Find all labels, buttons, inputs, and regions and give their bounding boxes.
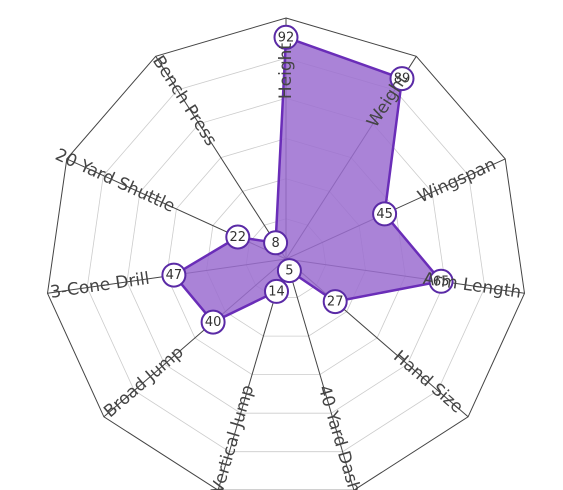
data-point-20-yard-shuttle[interactable] <box>225 224 251 250</box>
value-label-wingspan: 45 <box>376 207 393 222</box>
value-label-arm-length: 65 <box>433 274 450 289</box>
value-label-weight: 89 <box>394 72 411 87</box>
data-point-40-yard-dash[interactable] <box>276 258 302 284</box>
radar-markers: 92 89 45 65 27 514 40 47 22 8 <box>161 24 454 335</box>
axis-label-arm-length: Arm Length <box>422 269 523 303</box>
data-point-broad-jump[interactable] <box>200 309 226 335</box>
grid-ring-3 <box>166 138 406 376</box>
axis-label-3-cone-drill: 3-Cone Drill <box>49 269 151 303</box>
data-point-wingspan[interactable] <box>372 201 398 227</box>
outer-ring <box>46 17 526 490</box>
axis-line-40-yard-dash <box>285 258 355 490</box>
axis-label-broad-jump: Broad Jump <box>100 342 187 422</box>
axis-label-hand-size: Hand Size <box>389 347 466 418</box>
value-label-hand-size: 27 <box>327 295 344 310</box>
value-label-20-yard-shuttle: 22 <box>230 230 247 245</box>
axis-label-40-yard-dash: 40 Yard Dash <box>314 383 365 490</box>
axis-line-bench-press <box>155 56 287 260</box>
value-label-bench-press: 8 <box>271 236 279 251</box>
data-point-3-cone-drill[interactable] <box>161 262 187 288</box>
data-point-weight[interactable] <box>389 66 415 92</box>
data-point-bench-press[interactable] <box>263 230 289 256</box>
value-label-3-cone-drill: 47 <box>166 268 183 283</box>
grid-ring-4 <box>126 97 446 414</box>
data-point-vertical-jump[interactable] <box>264 278 289 304</box>
value-label-vertical-jump: 14 <box>268 284 285 299</box>
grid-ring-5 <box>86 57 486 453</box>
axis-label-vertical-jump: Vertical Jump <box>208 383 259 490</box>
value-label-height: 92 <box>278 30 295 45</box>
data-point-height[interactable] <box>273 24 299 50</box>
data-point-arm-length[interactable] <box>428 268 454 294</box>
value-label-broad-jump: 40 <box>205 315 222 330</box>
axis-label-bench-press: Bench Press <box>148 52 221 150</box>
value-label-40-yard-dash: 5 <box>285 264 293 279</box>
axis-label-height: Height <box>276 43 296 100</box>
data-point-hand-size[interactable] <box>322 289 348 315</box>
axis-label-20-yard-shuttle: 20 Yard Shuttle <box>52 145 178 217</box>
